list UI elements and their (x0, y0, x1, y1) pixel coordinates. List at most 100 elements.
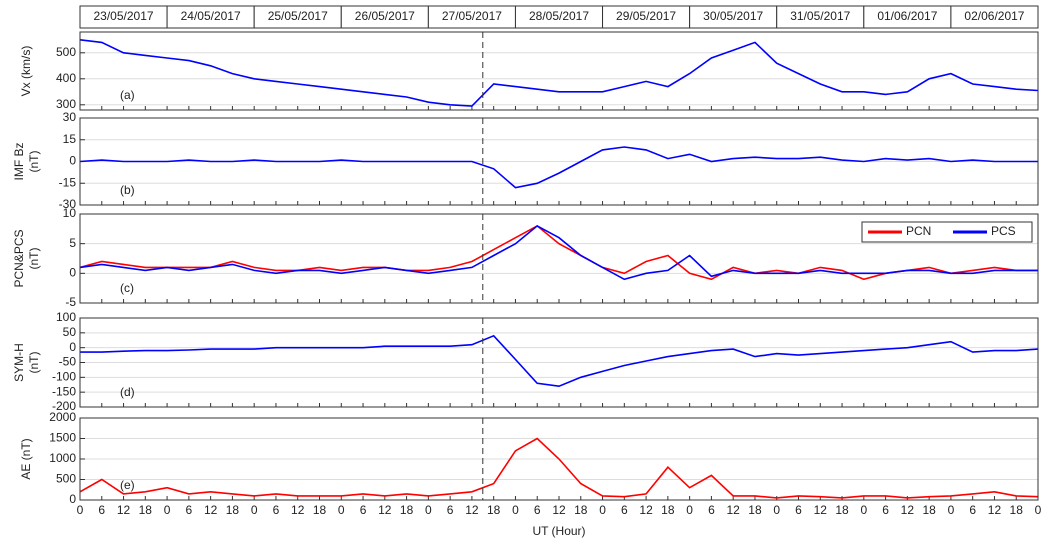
x-tick-label: 6 (621, 503, 628, 517)
x-tick-label: 0 (773, 503, 780, 517)
x-tick-label: 0 (77, 503, 84, 517)
panel-label: (a) (120, 88, 135, 102)
x-tick-label: 0 (338, 503, 345, 517)
panel-frame (79, 317, 1039, 408)
x-tick-label: 0 (948, 503, 955, 517)
x-tick-label: 12 (117, 503, 131, 517)
x-tick-label: 12 (727, 503, 741, 517)
date-box (950, 5, 1039, 29)
date-label: 25/05/2017 (268, 9, 328, 23)
date-label: 01/06/2017 (877, 9, 937, 23)
x-tick-label: 18 (922, 503, 936, 517)
y-tick-label: 50 (63, 325, 77, 339)
x-tick-label: 6 (708, 503, 715, 517)
x-tick-label: 18 (661, 503, 675, 517)
x-tick-label: 18 (748, 503, 762, 517)
legend-label: PCN (906, 224, 931, 238)
panel-label: (c) (120, 281, 134, 295)
y-tick-label: -5 (65, 295, 76, 309)
panel-frame (79, 417, 1039, 501)
x-tick-label: 12 (378, 503, 392, 517)
y-tick-label: -15 (59, 175, 77, 189)
x-tick-label: 0 (686, 503, 693, 517)
y-tick-label: 2000 (49, 410, 76, 424)
y-axis-label: PCN&PCS (12, 229, 26, 287)
x-tick-label: 12 (291, 503, 305, 517)
panel-frame (79, 117, 1039, 206)
x-tick-label: 6 (273, 503, 280, 517)
x-tick-label: 12 (988, 503, 1002, 517)
x-tick-label: 6 (447, 503, 454, 517)
y-tick-label: 0 (69, 154, 76, 168)
y-tick-label: -50 (59, 355, 77, 369)
x-axis-label: UT (Hour) (532, 524, 585, 538)
series-line (79, 437, 1039, 499)
date-label: 24/05/2017 (181, 9, 241, 23)
x-tick-label: 6 (795, 503, 802, 517)
x-tick-label: 18 (835, 503, 849, 517)
y-tick-label: 300 (56, 97, 76, 111)
y-tick-label: 15 (63, 132, 77, 146)
y-tick-label: 0 (69, 340, 76, 354)
x-tick-label: 0 (425, 503, 432, 517)
date-label: 28/05/2017 (529, 9, 589, 23)
date-label: 26/05/2017 (355, 9, 415, 23)
date-label: 29/05/2017 (616, 9, 676, 23)
series-line (79, 146, 1038, 189)
x-tick-label: 18 (226, 503, 240, 517)
y-tick-label: 10 (63, 206, 77, 220)
y-tick-label: 400 (56, 71, 76, 85)
x-tick-label: 6 (98, 503, 105, 517)
x-tick-label: 12 (814, 503, 828, 517)
x-tick-label: 12 (639, 503, 653, 517)
x-tick-label: 18 (1010, 503, 1024, 517)
y-tick-label: 500 (56, 45, 76, 59)
series-line (79, 39, 1039, 107)
y-axis-label: AE (nT) (19, 438, 33, 479)
y-tick-label: 5 (69, 236, 76, 250)
date-label: 31/05/2017 (790, 9, 850, 23)
series-line (80, 334, 1039, 388)
y-tick-label: -150 (52, 384, 76, 398)
x-tick-label: 0 (251, 503, 258, 517)
x-tick-label: 18 (400, 503, 414, 517)
x-tick-label: 6 (186, 503, 193, 517)
x-tick-label: 12 (901, 503, 915, 517)
date-label: 30/05/2017 (703, 9, 763, 23)
x-tick-label: 6 (882, 503, 889, 517)
date-label: 23/05/2017 (94, 9, 154, 23)
x-tick-label: 0 (860, 503, 867, 517)
x-tick-label: 0 (1035, 503, 1042, 517)
panel-label: (b) (120, 183, 135, 197)
x-tick-label: 18 (574, 503, 588, 517)
y-axis-label: (nT) (27, 151, 41, 173)
y-tick-label: 1500 (49, 431, 76, 445)
y-tick-label: 0 (69, 492, 76, 506)
panel-frame (79, 213, 1039, 304)
x-tick-label: 0 (512, 503, 519, 517)
y-tick-label: 500 (56, 472, 76, 486)
y-tick-label: -100 (52, 370, 76, 384)
x-tick-label: 12 (465, 503, 479, 517)
x-tick-label: 18 (139, 503, 153, 517)
x-tick-label: 6 (360, 503, 367, 517)
x-tick-label: 18 (313, 503, 327, 517)
y-tick-label: 1000 (49, 451, 76, 465)
x-tick-label: 6 (534, 503, 541, 517)
x-tick-label: 18 (487, 503, 501, 517)
y-tick-label: 100 (56, 310, 76, 324)
panel-frame (79, 31, 1039, 111)
x-tick-label: 6 (969, 503, 976, 517)
y-axis-label: (nT) (27, 352, 41, 374)
date-label: 27/05/2017 (442, 9, 502, 23)
legend-box (861, 221, 1033, 243)
y-tick-label: 0 (69, 266, 76, 280)
y-axis-label: (nT) (27, 248, 41, 270)
y-axis-label: SYM-H (12, 343, 26, 382)
x-tick-label: 0 (164, 503, 171, 517)
date-label: 02/06/2017 (964, 9, 1024, 23)
series-line (79, 224, 1038, 281)
y-axis-label: Vx (km/s) (19, 46, 33, 97)
y-tick-label: -200 (52, 399, 76, 413)
